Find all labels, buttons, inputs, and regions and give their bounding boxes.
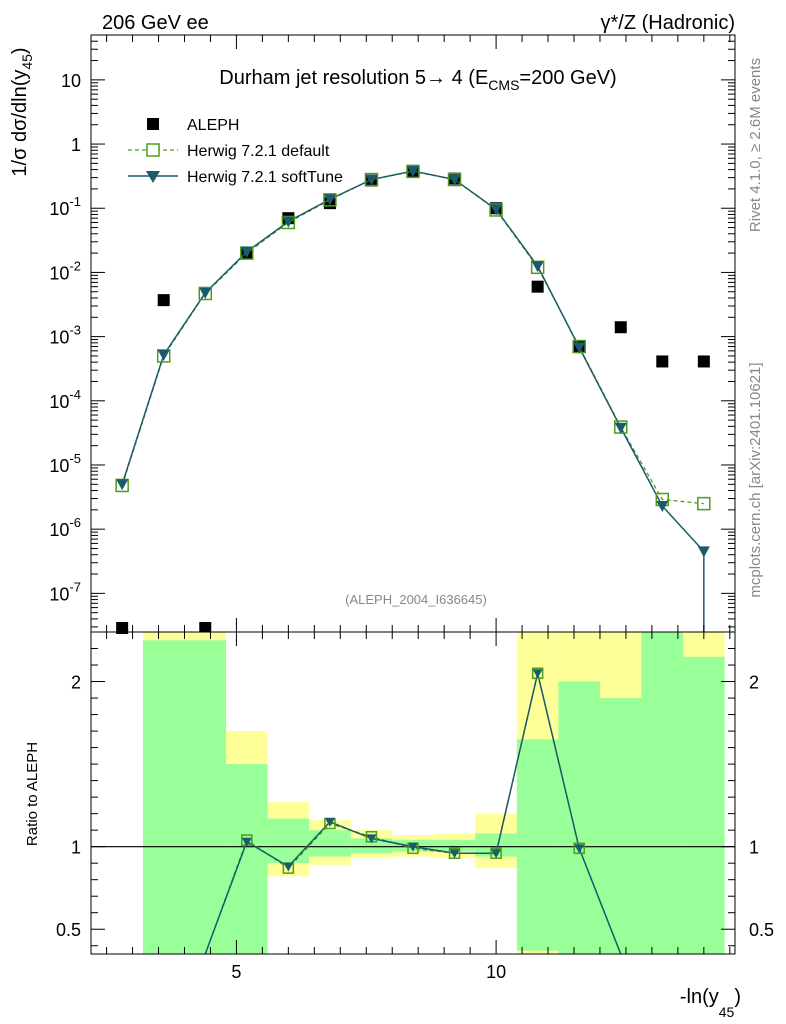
legend-aleph-label: ALEPH [187,117,239,134]
y-tick-label: 10-2 [49,258,81,283]
ratio-y-tick-label: 1 [71,838,81,858]
aleph-data-point [697,355,710,368]
ratio-green-band [641,632,684,954]
herwig-softtune-line [121,170,705,632]
legend-default-label: Herwig 7.2.1 default [187,143,330,160]
chart-title: Durham jet resolution 5→ 4 (ECMS=200 GeV… [219,67,616,93]
legend-softtune-label: Herwig 7.2.1 softTune [187,169,343,186]
herwig-softtune-point [116,479,129,491]
y-tick-label: 10-5 [49,451,81,476]
ratio-y-tick-label: 2 [71,673,81,693]
ratio-y-tick-label-right: 0.5 [749,920,774,940]
ratio-y-tick-label-right: 1 [749,838,759,858]
ratio-green-band [309,830,351,857]
ratio-softtune-point [324,817,335,827]
ratio-frame [90,631,736,955]
y-tick-label: 10-3 [49,323,81,348]
legend-softtune-marker [146,171,160,183]
ratio-softtune-point [366,834,377,844]
herwig-softtune-point [448,174,461,186]
herwig-softtune-point [614,422,627,434]
herwig-default-point [489,203,503,217]
ratio-softtune-point [449,849,460,859]
y-tick-label: 1 [71,135,81,155]
herwig-softtune-point [365,174,378,186]
aleph-data-point [157,294,170,307]
y-tick-label: 10-6 [49,515,81,540]
analysis-id-watermark: (ALEPH_2004_I636645) [345,592,487,607]
ratio-green-band [475,833,517,857]
herwig-default-point [198,286,213,301]
herwig-softtune-point [282,216,295,228]
energy-label: 206 GeV ee [102,12,209,34]
ratio-softtune-point [241,837,252,847]
herwig-softtune-point [323,194,336,206]
herwig-softtune-point [157,349,170,361]
y-tick-label: 10 [61,71,81,91]
process-label: γ*/Z (Hadronic) [601,12,735,34]
main-panel [90,34,736,634]
ratio-green-band [599,698,642,954]
herwig-default-line [121,170,704,505]
ratio-panel [90,631,736,955]
ratio-green-band [267,818,310,864]
ratio-green-band [433,840,476,852]
aleph-data-point [116,622,129,634]
aleph-data-point [614,321,627,334]
ratio-green-band [683,656,725,954]
ratio-green-band [516,739,559,951]
herwig-default-point [323,193,337,207]
legend: ALEPH Herwig 7.2.1 default Herwig 7.2.1 … [128,117,343,186]
ratio-softtune-point [283,862,294,872]
herwig-default-point [281,215,296,230]
ratio-y-tick-label-right: 2 [749,673,759,693]
herwig-softtune-point [697,546,710,558]
x-tick-label: 5 [231,962,241,982]
ratio-green-band [142,640,227,954]
herwig-default-point [406,164,420,179]
aleph-data-point [199,622,212,634]
rivet-version-label: Rivet 4.1.0, ≥ 2.6M events [747,58,764,232]
x-tick-label: 10 [486,962,506,982]
x-axis-label: -ln(y45) [680,986,741,1020]
ratio-softtune-point [574,844,585,854]
herwig-softtune-point [656,500,669,512]
ratio-green-band [558,681,600,954]
ratio-green-band [350,838,393,854]
herwig-softtune-point [240,246,253,258]
legend-aleph-marker [147,118,159,130]
herwig-softtune-point [407,166,419,178]
aleph-data-point [531,280,544,293]
y-tick-label: 10-1 [49,194,81,219]
y-axis-label: 1/σ dσ/dln(y45) [9,47,35,176]
ratio-softtune-point [491,849,502,859]
aleph-data-point [656,355,669,368]
herwig-softtune-point [573,342,586,354]
ratio-softtune-point [532,669,543,679]
herwig-softtune-point [531,261,544,273]
legend-default-marker [146,143,160,157]
ratio-softtune-point [408,842,418,852]
ratio-green-band [226,764,268,954]
ratio-y-tick-label: 0.5 [56,920,81,940]
mcplots-label: mcplots.cern.ch [arXiv:2401.10621] [747,362,764,597]
herwig-softtune-point [199,287,212,299]
y-tick-label: 10-4 [49,387,81,412]
herwig-softtune-point [490,204,503,216]
herwig-default-point [697,496,711,511]
ratio-y-axis-label: Ratio to ALEPH [24,742,41,846]
y-tick-label: 10-7 [49,579,81,604]
